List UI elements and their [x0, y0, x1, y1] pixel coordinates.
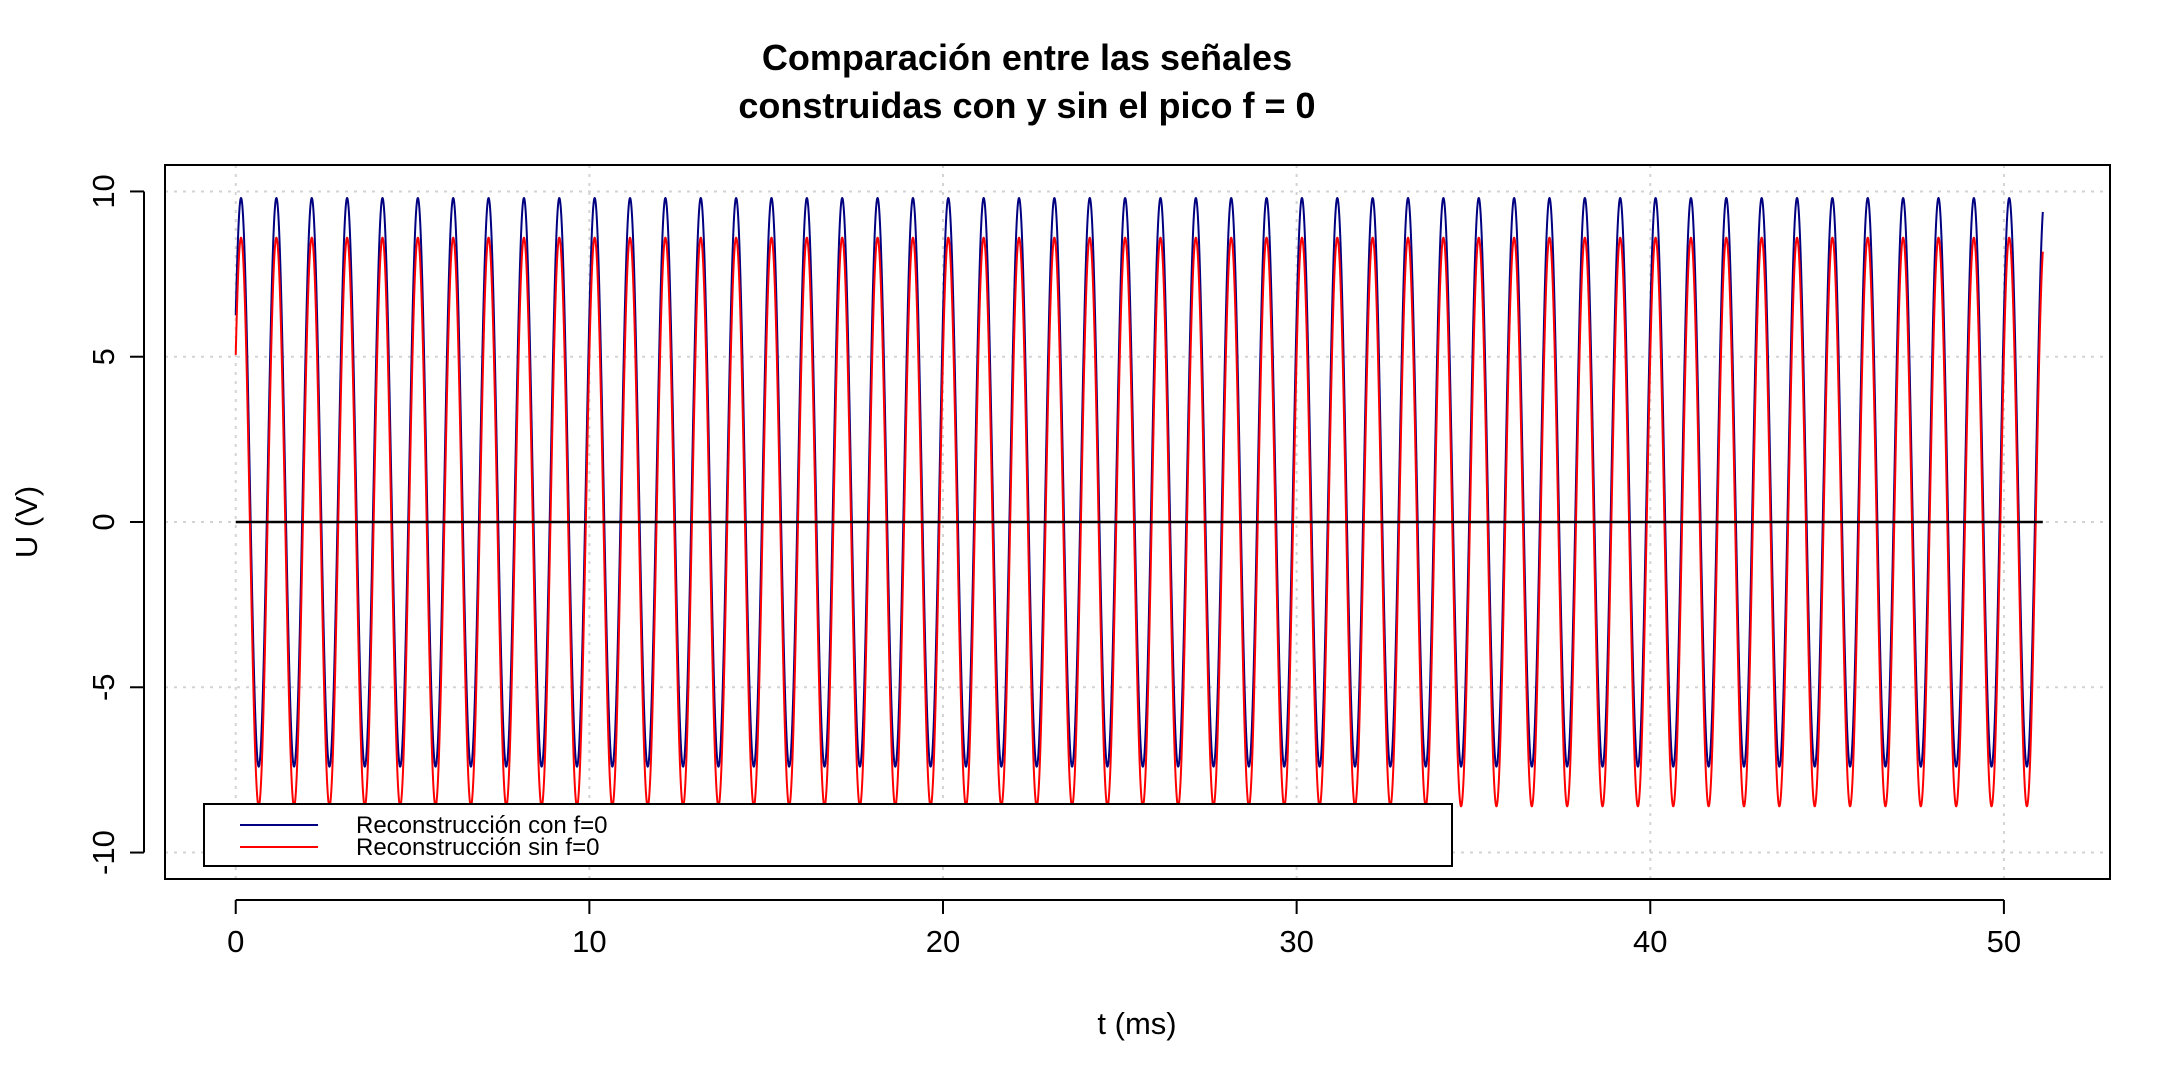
x-tick-label: 10	[572, 924, 606, 959]
x-tick-label: 40	[1633, 924, 1667, 959]
y-tick-label: 10	[86, 174, 121, 208]
y-axis-label: U (V)	[9, 486, 44, 558]
chart-title-line-1: Comparación entre las señales	[762, 37, 1292, 78]
chart-title-line-2: construidas con y sin el pico f = 0	[738, 85, 1315, 126]
x-tick-label: 0	[227, 924, 244, 959]
x-tick-label: 50	[1987, 924, 2021, 959]
x-tick-label: 30	[1279, 924, 1313, 959]
legend: Reconstrucción con f=0 Reconstrucción si…	[203, 803, 1453, 867]
series-line-0	[234, 196, 2044, 768]
y-tick-label: 5	[86, 348, 121, 365]
x-tick-label: 20	[926, 924, 960, 959]
y-axis: -10 -5 0 5 10	[86, 174, 145, 875]
legend-label-reconstruccion-sin-f0: Reconstrucción sin f=0	[356, 834, 599, 861]
legend-label-reconstruccion-con-f0: Reconstrucción con f=0	[356, 812, 607, 839]
x-axis-label: t (ms)	[1097, 1006, 1176, 1041]
series-layer	[234, 196, 2044, 808]
y-tick-label: -5	[86, 673, 121, 701]
series-line-1	[234, 236, 2044, 808]
y-tick-label: 0	[86, 513, 121, 530]
x-axis: 0 10 20 30 40 50	[227, 899, 2021, 959]
plot-area-border	[164, 164, 2111, 880]
y-tick-label: -10	[86, 830, 121, 875]
legend-box	[203, 803, 1453, 867]
